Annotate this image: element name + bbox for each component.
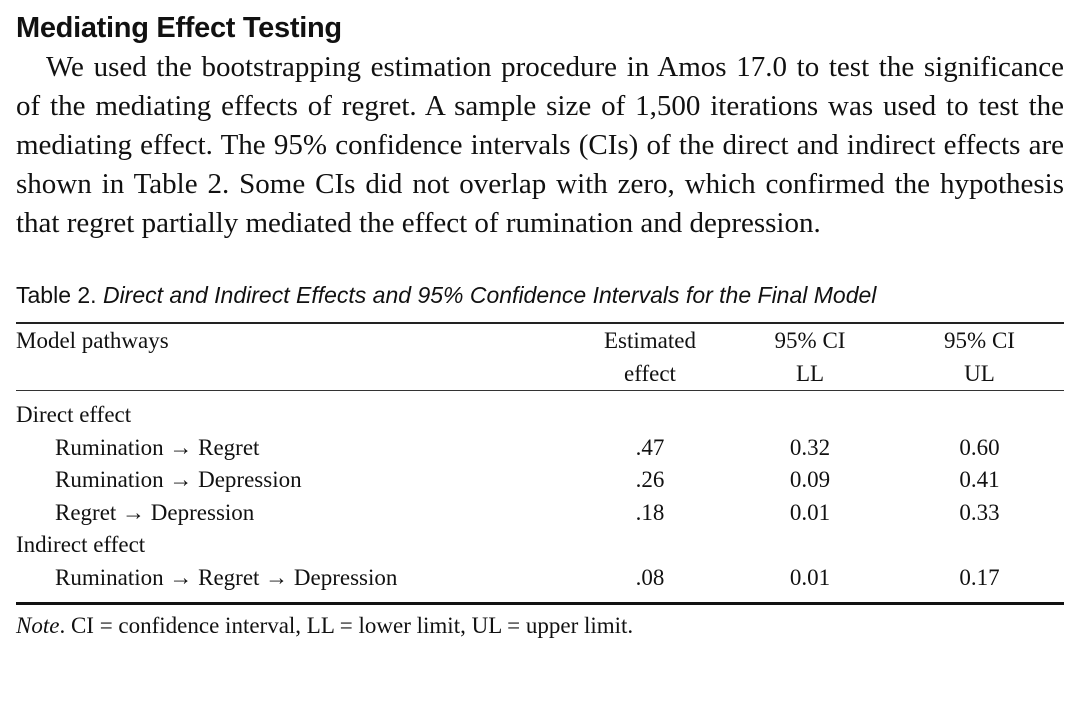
ul-cell: 0.33 <box>959 499 1000 525</box>
header-estimated-effect: Estimated effect <box>604 328 696 386</box>
header-ci-ll: 95% CI LL <box>774 328 846 386</box>
header-pathways: Model pathways <box>16 328 169 353</box>
group-label-direct: Direct effect <box>16 402 132 427</box>
ll-cell: 0.01 <box>789 564 831 590</box>
header-ci-ul: 95% CI UL <box>944 328 1015 386</box>
ll-cell: 0.32 <box>789 434 831 460</box>
table-header-rule <box>16 390 1064 391</box>
ll-cell: 0.09 <box>789 467 831 492</box>
table-caption: Table 2. Direct and Indirect Effects and… <box>16 280 1064 310</box>
note-label: Note <box>16 613 60 638</box>
estimate-cell: .08 <box>635 564 665 590</box>
group-row-direct: Direct effect <box>16 391 1064 432</box>
table-row: Rumination → Regret → Depression .08 0.0… <box>16 562 1064 603</box>
estimate-cell: .47 <box>635 434 665 460</box>
table-row: Rumination → Regret .47 0.32 0.60 <box>16 432 1064 465</box>
estimate-cell: .18 <box>635 499 665 525</box>
pathway-cell: Regret → Depression <box>55 499 255 525</box>
table-row: Regret → Depression .18 0.01 0.33 <box>16 497 1064 530</box>
table-note: Note. CI = confidence interval, LL = low… <box>16 611 1064 641</box>
ul-cell: 0.17 <box>959 564 1000 590</box>
section-heading: Mediating Effect Testing <box>16 12 342 44</box>
pathway-cell: Rumination → Depression <box>55 467 302 492</box>
group-label-indirect: Indirect effect <box>16 532 146 557</box>
table-header-row: Model pathways Estimated effect 95% CI L… <box>16 324 1064 390</box>
group-row-indirect: Indirect effect <box>16 529 1064 562</box>
table-top-rule <box>16 322 1064 324</box>
table-bottom-rule <box>16 602 1064 605</box>
estimate-cell: .26 <box>635 467 665 492</box>
table-caption-label: Table 2. <box>16 282 97 308</box>
ll-cell: 0.01 <box>789 499 831 525</box>
pathway-cell: Rumination → Regret <box>55 434 260 460</box>
ul-cell: 0.60 <box>959 434 1000 460</box>
pathway-cell: Rumination → Regret → Depression <box>55 564 398 590</box>
results-table: Model pathways Estimated effect 95% CI L… <box>16 324 1064 602</box>
ul-cell: 0.41 <box>959 467 1000 492</box>
note-text: . CI = confidence interval, LL = lower l… <box>59 613 634 638</box>
table-caption-title: Direct and Indirect Effects and 95% Conf… <box>102 282 877 308</box>
paper-page: Mediating Effect Testing We used the boo… <box>16 8 1064 641</box>
table-row: Rumination → Depression .26 0.09 0.41 <box>16 464 1064 497</box>
body-paragraph: We used the bootstrapping estimation pro… <box>16 51 1064 239</box>
